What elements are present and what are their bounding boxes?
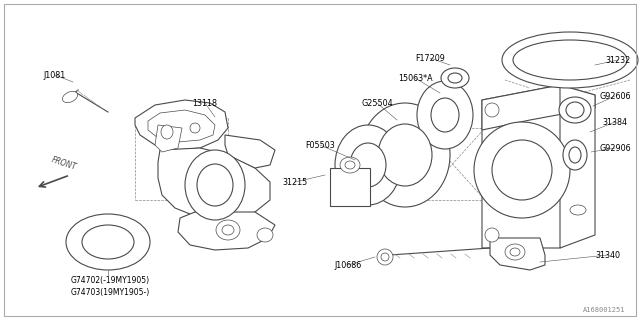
Text: F17209: F17209	[415, 53, 445, 62]
Text: 31232: 31232	[605, 55, 630, 65]
Ellipse shape	[350, 143, 386, 187]
Polygon shape	[178, 212, 275, 250]
Text: J1081: J1081	[44, 70, 66, 79]
Ellipse shape	[381, 253, 389, 261]
Ellipse shape	[441, 68, 469, 88]
Ellipse shape	[257, 228, 273, 242]
Polygon shape	[158, 148, 270, 220]
Text: 31215: 31215	[282, 178, 308, 187]
Ellipse shape	[222, 225, 234, 235]
Ellipse shape	[335, 125, 401, 205]
Ellipse shape	[185, 150, 245, 220]
Text: J10686: J10686	[334, 260, 362, 269]
Ellipse shape	[492, 140, 552, 200]
Ellipse shape	[485, 103, 499, 117]
Ellipse shape	[566, 102, 584, 118]
Text: G92606: G92606	[599, 92, 631, 100]
Ellipse shape	[505, 244, 525, 260]
Ellipse shape	[559, 97, 591, 123]
Ellipse shape	[340, 157, 360, 173]
Ellipse shape	[216, 220, 240, 240]
Ellipse shape	[377, 249, 393, 265]
Ellipse shape	[378, 124, 432, 186]
Ellipse shape	[570, 205, 586, 215]
Ellipse shape	[417, 81, 473, 149]
Ellipse shape	[474, 122, 570, 218]
Text: G74702(-19MY1905): G74702(-19MY1905)	[70, 276, 150, 284]
Ellipse shape	[510, 248, 520, 256]
Ellipse shape	[360, 103, 450, 207]
Ellipse shape	[345, 161, 355, 169]
Ellipse shape	[569, 147, 581, 163]
Text: 31384: 31384	[602, 117, 627, 126]
Polygon shape	[155, 125, 182, 152]
Polygon shape	[225, 135, 275, 168]
Text: 13118: 13118	[193, 99, 218, 108]
Polygon shape	[490, 238, 545, 270]
Text: G25504: G25504	[361, 99, 393, 108]
Ellipse shape	[161, 125, 173, 139]
Ellipse shape	[563, 140, 587, 170]
Text: G74703(19MY1905-): G74703(19MY1905-)	[70, 287, 150, 297]
Bar	[330, 168, 370, 206]
Ellipse shape	[431, 98, 459, 132]
Text: A168001251: A168001251	[582, 307, 625, 313]
Text: 15063*A: 15063*A	[397, 74, 432, 83]
Polygon shape	[482, 85, 580, 248]
Text: 31340: 31340	[595, 251, 621, 260]
Text: G92906: G92906	[599, 143, 631, 153]
Ellipse shape	[82, 225, 134, 259]
Text: F05503: F05503	[305, 140, 335, 149]
Ellipse shape	[197, 164, 233, 206]
Polygon shape	[482, 85, 595, 130]
Ellipse shape	[502, 32, 638, 88]
Polygon shape	[148, 110, 215, 142]
Polygon shape	[135, 100, 228, 150]
Ellipse shape	[513, 40, 627, 80]
Ellipse shape	[63, 91, 77, 103]
Ellipse shape	[66, 214, 150, 270]
Ellipse shape	[485, 228, 499, 242]
Ellipse shape	[190, 123, 200, 133]
Polygon shape	[560, 85, 595, 248]
Ellipse shape	[448, 73, 462, 83]
Text: FRONT: FRONT	[51, 156, 77, 172]
